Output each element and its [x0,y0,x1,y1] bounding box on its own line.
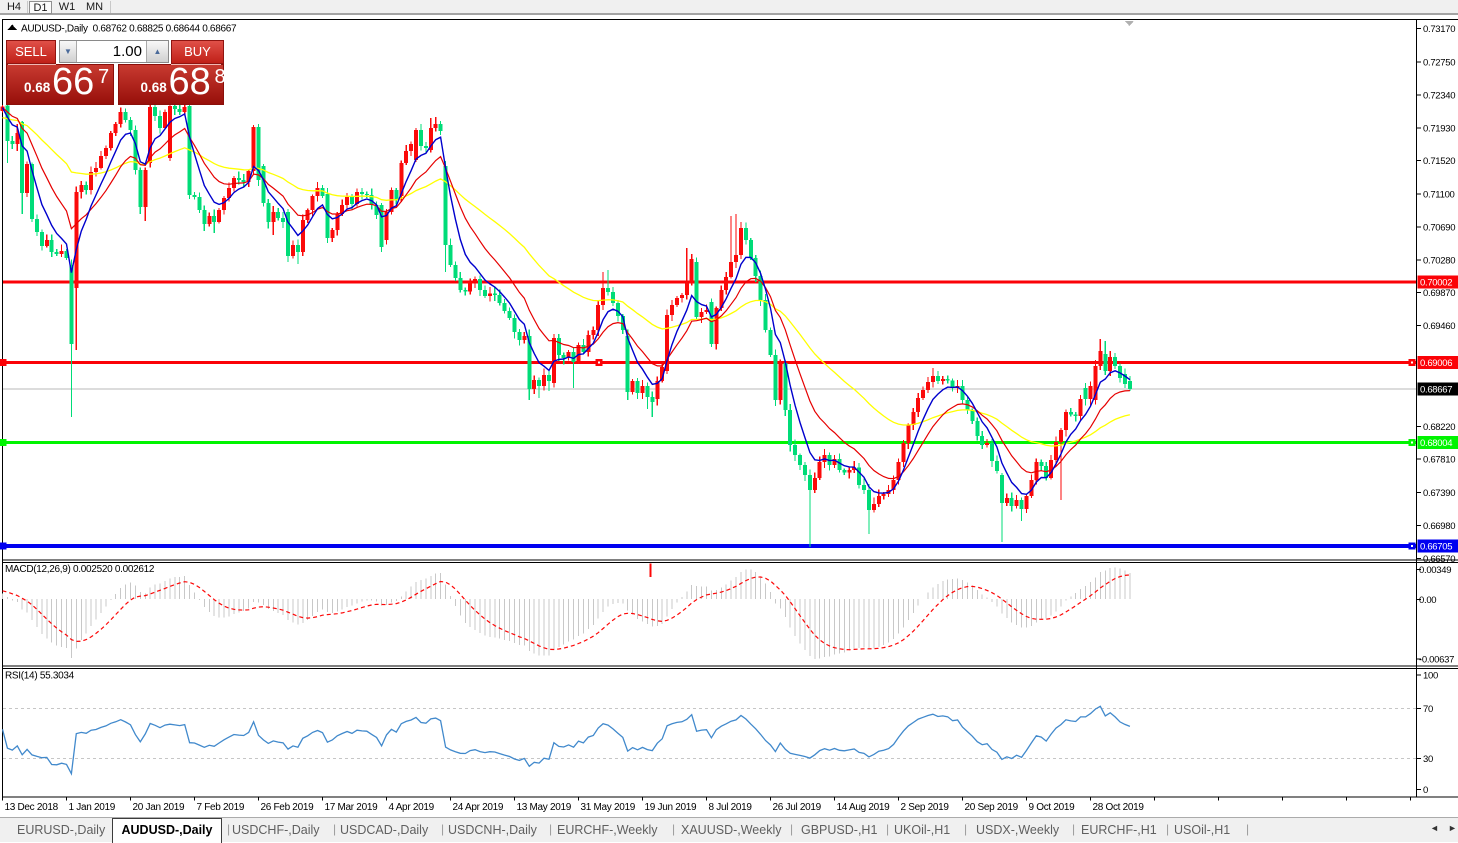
svg-text:0.71930: 0.71930 [1423,123,1455,134]
svg-text:4 Apr 2019: 4 Apr 2019 [389,802,435,813]
svg-text:17 Mar 2019: 17 Mar 2019 [325,802,379,813]
svg-text:0.67810: 0.67810 [1423,455,1455,466]
svg-text:20 Jan 2019: 20 Jan 2019 [133,802,185,813]
svg-text:-0.00637: -0.00637 [1419,654,1454,665]
svg-text:26 Feb 2019: 26 Feb 2019 [261,802,315,813]
svg-text:0.71100: 0.71100 [1423,190,1455,201]
svg-text:31 May 2019: 31 May 2019 [581,802,636,813]
svg-text:24 Apr 2019: 24 Apr 2019 [453,802,504,813]
svg-text:0: 0 [1423,785,1428,796]
svg-text:RSI(14) 55.3034: RSI(14) 55.3034 [5,671,75,682]
svg-text:14 Aug 2019: 14 Aug 2019 [837,802,891,813]
svg-text:7 Feb 2019: 7 Feb 2019 [197,802,245,813]
svg-text:28 Oct 2019: 28 Oct 2019 [1093,802,1145,813]
svg-text:0.71520: 0.71520 [1423,156,1455,167]
svg-text:0.70280: 0.70280 [1423,255,1455,266]
svg-text:0.00: 0.00 [1419,595,1436,606]
svg-text:0.68220: 0.68220 [1423,422,1455,433]
svg-text:2 Sep 2019: 2 Sep 2019 [901,802,950,813]
svg-text:8 Jul 2019: 8 Jul 2019 [709,802,753,813]
svg-text:0.72340: 0.72340 [1423,91,1455,102]
svg-text:30: 30 [1423,754,1433,765]
svg-text:13 May 2019: 13 May 2019 [517,802,572,813]
svg-text:1 Jan 2019: 1 Jan 2019 [69,802,116,813]
svg-text:100: 100 [1423,670,1438,681]
svg-text:AUDUSD-,Daily 0.68762 0.68825: AUDUSD-,Daily 0.68762 0.68825 0.68644 0.… [21,24,237,35]
svg-text:0.70002: 0.70002 [1420,278,1452,289]
svg-text:0.73170: 0.73170 [1423,24,1455,35]
svg-text:0.68667: 0.68667 [1420,385,1452,396]
svg-text:0.69460: 0.69460 [1423,321,1455,332]
svg-text:0.66980: 0.66980 [1423,521,1455,532]
svg-text:13 Dec 2018: 13 Dec 2018 [5,802,59,813]
svg-text:0.66570: 0.66570 [1423,554,1455,565]
svg-text:26 Jul 2019: 26 Jul 2019 [773,802,822,813]
svg-text:9 Oct 2019: 9 Oct 2019 [1029,802,1076,813]
svg-text:0.69870: 0.69870 [1423,288,1455,299]
svg-text:MACD(12,26,9) 0.002520 0.00261: MACD(12,26,9) 0.002520 0.002612 [5,564,155,575]
svg-text:0.72750: 0.72750 [1423,58,1455,69]
svg-text:0.70690: 0.70690 [1423,223,1455,234]
svg-text:0.68004: 0.68004 [1420,438,1452,449]
svg-text:19 Jun 2019: 19 Jun 2019 [645,802,697,813]
svg-text:0.69006: 0.69006 [1420,358,1452,369]
svg-text:0.66705: 0.66705 [1420,542,1452,553]
svg-text:70: 70 [1423,704,1433,715]
svg-text:20 Sep 2019: 20 Sep 2019 [965,802,1019,813]
svg-text:0.67390: 0.67390 [1423,488,1455,499]
svg-text:0.00349: 0.00349 [1419,565,1451,576]
